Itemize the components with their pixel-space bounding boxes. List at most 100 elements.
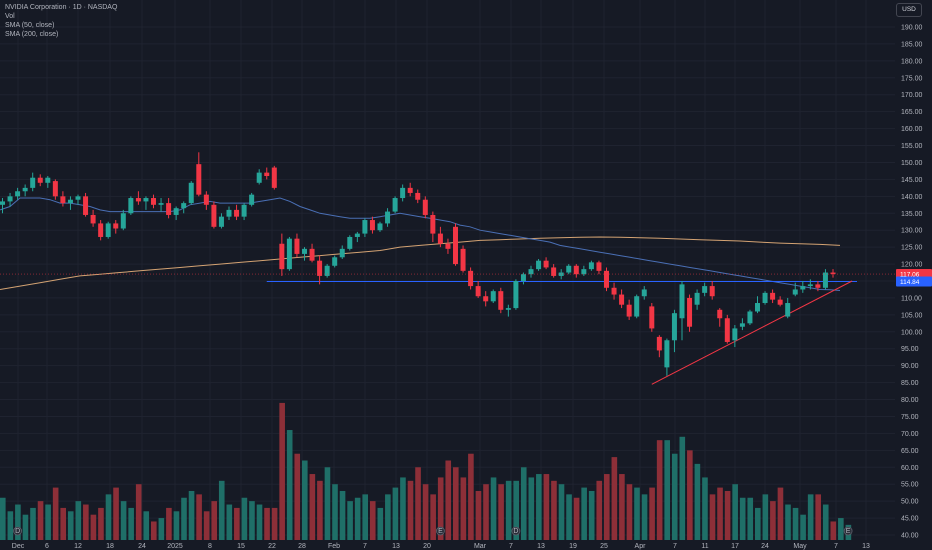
candle-body bbox=[264, 172, 270, 177]
volume-bar bbox=[528, 477, 535, 540]
volume-bar bbox=[717, 487, 723, 540]
candle-body bbox=[271, 167, 277, 188]
candle-body bbox=[286, 238, 292, 270]
grid bbox=[0, 0, 895, 540]
candle-body bbox=[392, 198, 398, 212]
volume-bar bbox=[588, 490, 595, 540]
volume-bar bbox=[566, 494, 572, 540]
candle-body bbox=[22, 187, 28, 192]
candle-body bbox=[656, 336, 662, 351]
volume-bar bbox=[113, 487, 119, 540]
event-marker bbox=[511, 526, 521, 536]
volume-bar bbox=[385, 494, 391, 540]
volume-bar bbox=[505, 480, 512, 540]
time-tick-label: 12 bbox=[74, 543, 82, 550]
volume-bar bbox=[792, 507, 799, 540]
candle-body bbox=[249, 194, 255, 205]
volume-bar bbox=[520, 467, 527, 540]
candle-body bbox=[83, 196, 89, 215]
volume-bar bbox=[483, 484, 489, 540]
volume-bar bbox=[709, 494, 716, 540]
candle-body bbox=[226, 209, 232, 217]
time-axis[interactable]: Dec 6 12 18 24 2025 8 15 22 28 Feb 7 13 20 Mar 7 13 19 25 A… bbox=[12, 543, 870, 550]
candle-body bbox=[158, 203, 164, 205]
volume-bar bbox=[838, 518, 844, 540]
time-tick-label: 7 bbox=[509, 543, 513, 550]
volume-bar bbox=[354, 497, 361, 540]
volume-bar bbox=[83, 504, 89, 540]
price-tick-label: 145.00 bbox=[901, 177, 923, 184]
price-tick-label: 155.00 bbox=[901, 143, 923, 150]
candle-body bbox=[98, 223, 104, 237]
candle-body bbox=[30, 177, 36, 188]
price-tick-label: 105.00 bbox=[901, 312, 923, 319]
volume-bar bbox=[211, 501, 217, 540]
price-tick-label: 85.00 bbox=[901, 380, 919, 387]
candle-body bbox=[634, 296, 640, 317]
candle-body bbox=[626, 304, 632, 317]
candle-body bbox=[770, 292, 776, 300]
volume-bar bbox=[286, 430, 293, 540]
currency-button[interactable]: USD bbox=[896, 3, 922, 17]
symbol-title[interactable]: NVIDIA Corporation · 1D · NASDAQ bbox=[5, 4, 118, 11]
volume-bar bbox=[430, 494, 436, 540]
event-marker bbox=[13, 526, 23, 536]
candles bbox=[0, 152, 836, 376]
volume-bar bbox=[188, 490, 195, 540]
volume-bar bbox=[777, 487, 784, 540]
volume-bar bbox=[732, 484, 738, 540]
volume-bar bbox=[671, 453, 678, 540]
candle-body bbox=[234, 209, 240, 217]
price-tick-label: 190.00 bbox=[901, 25, 923, 32]
trend-line[interactable] bbox=[651, 280, 853, 385]
volume-bar bbox=[0, 497, 6, 540]
candle-body bbox=[528, 269, 534, 275]
price-tick-label: 170.00 bbox=[901, 92, 923, 99]
candle-body bbox=[332, 257, 338, 266]
candle-body bbox=[151, 198, 156, 205]
volume-bar bbox=[656, 440, 663, 540]
candle-body bbox=[203, 194, 209, 205]
candle-body bbox=[369, 220, 375, 231]
candle-body bbox=[15, 191, 21, 197]
candle-body bbox=[785, 303, 791, 317]
candle-body bbox=[792, 289, 798, 295]
price-label-box bbox=[896, 276, 932, 287]
legend: NVIDIA Corporation · 1D · NASDAQ Vol SMA… bbox=[5, 3, 117, 39]
price-tick-label: 120.00 bbox=[901, 262, 923, 269]
volume-bar bbox=[362, 494, 368, 540]
candle-body bbox=[67, 199, 73, 204]
volume-bar bbox=[241, 497, 248, 540]
candle-body bbox=[830, 272, 836, 275]
volume-bar bbox=[437, 477, 444, 540]
volume-bar bbox=[158, 518, 165, 540]
price-tick-label: 80.00 bbox=[901, 397, 919, 404]
volume-bar bbox=[128, 507, 134, 540]
volume-bar bbox=[694, 463, 701, 540]
indicator-sma-200[interactable]: SMA (200, close) bbox=[5, 31, 59, 38]
indicator-vol[interactable]: Vol bbox=[5, 13, 15, 20]
volume-bar bbox=[105, 494, 112, 540]
indicator-sma-50[interactable]: SMA (50, close) bbox=[5, 22, 55, 29]
candle-body bbox=[309, 248, 315, 261]
candle-body bbox=[354, 233, 360, 237]
volume-bar bbox=[203, 511, 210, 540]
time-tick-label: 15 bbox=[237, 543, 245, 550]
volume-bar bbox=[815, 494, 821, 540]
price-tick-label: 90.00 bbox=[901, 363, 919, 370]
candle-body bbox=[407, 187, 413, 193]
volume-bar bbox=[490, 477, 497, 540]
volume-bar bbox=[22, 514, 29, 540]
sma-50-line bbox=[0, 197, 841, 291]
volume-bar bbox=[332, 484, 338, 540]
candle-body bbox=[566, 265, 572, 273]
price-tick-label: 140.00 bbox=[901, 194, 923, 201]
volume-bar bbox=[498, 484, 504, 540]
candle-body bbox=[483, 296, 489, 302]
event-marker-label: D bbox=[15, 528, 20, 535]
candle-body bbox=[7, 196, 13, 202]
candle-body bbox=[218, 216, 224, 227]
volume-bar bbox=[196, 494, 202, 540]
